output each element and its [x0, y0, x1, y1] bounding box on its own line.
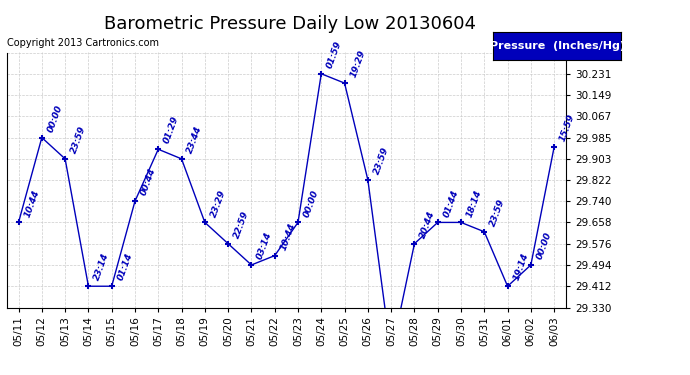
Text: 23:59: 23:59	[0, 374, 1, 375]
Text: 15:59: 15:59	[558, 113, 577, 143]
Text: 03:14: 03:14	[255, 231, 274, 261]
Text: 01:29: 01:29	[162, 115, 181, 145]
Text: 22:59: 22:59	[233, 210, 250, 240]
Text: 20:44: 20:44	[419, 210, 437, 240]
Text: 23:14: 23:14	[92, 252, 111, 282]
Text: 23:59: 23:59	[489, 198, 506, 228]
Text: Copyright 2013 Cartronics.com: Copyright 2013 Cartronics.com	[7, 38, 159, 48]
Text: Barometric Pressure Daily Low 20130604: Barometric Pressure Daily Low 20130604	[104, 15, 476, 33]
Text: 01:59: 01:59	[326, 40, 344, 70]
Text: 01:44: 01:44	[442, 188, 460, 218]
Text: 23:29: 23:29	[209, 188, 227, 218]
Text: 23:59: 23:59	[69, 125, 88, 155]
Text: 19:14: 19:14	[512, 252, 530, 282]
Text: 19:29: 19:29	[348, 49, 367, 79]
Text: 23:59: 23:59	[372, 146, 391, 176]
Text: 10:44: 10:44	[279, 222, 297, 252]
Text: 00:44: 00:44	[139, 167, 157, 197]
Text: 00:00: 00:00	[46, 104, 64, 134]
Text: 00:00: 00:00	[302, 188, 320, 218]
Text: 18:14: 18:14	[465, 188, 484, 218]
Text: 10:44: 10:44	[23, 188, 41, 218]
Text: Pressure  (Inches/Hg): Pressure (Inches/Hg)	[490, 41, 624, 51]
Text: 01:14: 01:14	[116, 252, 134, 282]
Text: 23:44: 23:44	[186, 125, 204, 155]
Text: 00:00: 00:00	[535, 231, 553, 261]
